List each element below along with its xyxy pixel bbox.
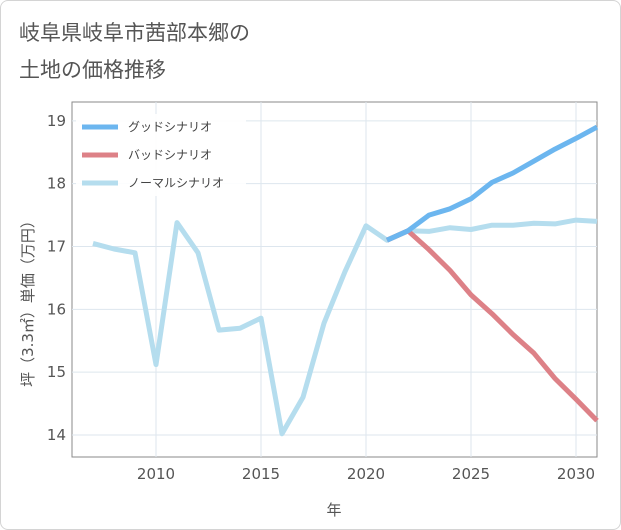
y-tick-label: 18 bbox=[47, 175, 66, 193]
x-axis-label: 年 bbox=[326, 501, 341, 519]
plot-area bbox=[71, 101, 598, 458]
chart-title-line2: 土地の価格推移 bbox=[19, 58, 166, 82]
series-lines bbox=[92, 124, 599, 437]
bad-scenario-line bbox=[385, 228, 599, 423]
y-tick-label: 15 bbox=[47, 363, 66, 381]
good-scenario-line bbox=[385, 124, 599, 243]
legend-normal-label: ノーマルシナリオ bbox=[128, 176, 224, 190]
chart-title-line1: 岐阜県岐阜市茜部本郷の bbox=[19, 21, 250, 45]
axis-ticks: 2010 2015 2020 2025 2030 14 15 16 17 18 19 bbox=[47, 112, 595, 483]
y-axis-label: 坪（3.3㎡）単価（万円） bbox=[19, 213, 37, 387]
normal-scenario-line bbox=[92, 217, 598, 437]
x-tick-label: 2030 bbox=[557, 465, 595, 483]
y-tick-label: 17 bbox=[47, 238, 66, 256]
x-tick-label: 2020 bbox=[347, 465, 385, 483]
y-tick-label: 19 bbox=[47, 112, 66, 130]
y-tick-label: 16 bbox=[47, 300, 66, 318]
x-tick-label: 2015 bbox=[242, 465, 280, 483]
y-tick-label: 14 bbox=[47, 426, 66, 444]
x-tick-label: 2010 bbox=[137, 465, 175, 483]
x-tick-label: 2025 bbox=[452, 465, 490, 483]
legend-bad-label: バッドシナリオ bbox=[128, 148, 212, 162]
legend-good-label: グッドシナリオ bbox=[128, 120, 212, 134]
